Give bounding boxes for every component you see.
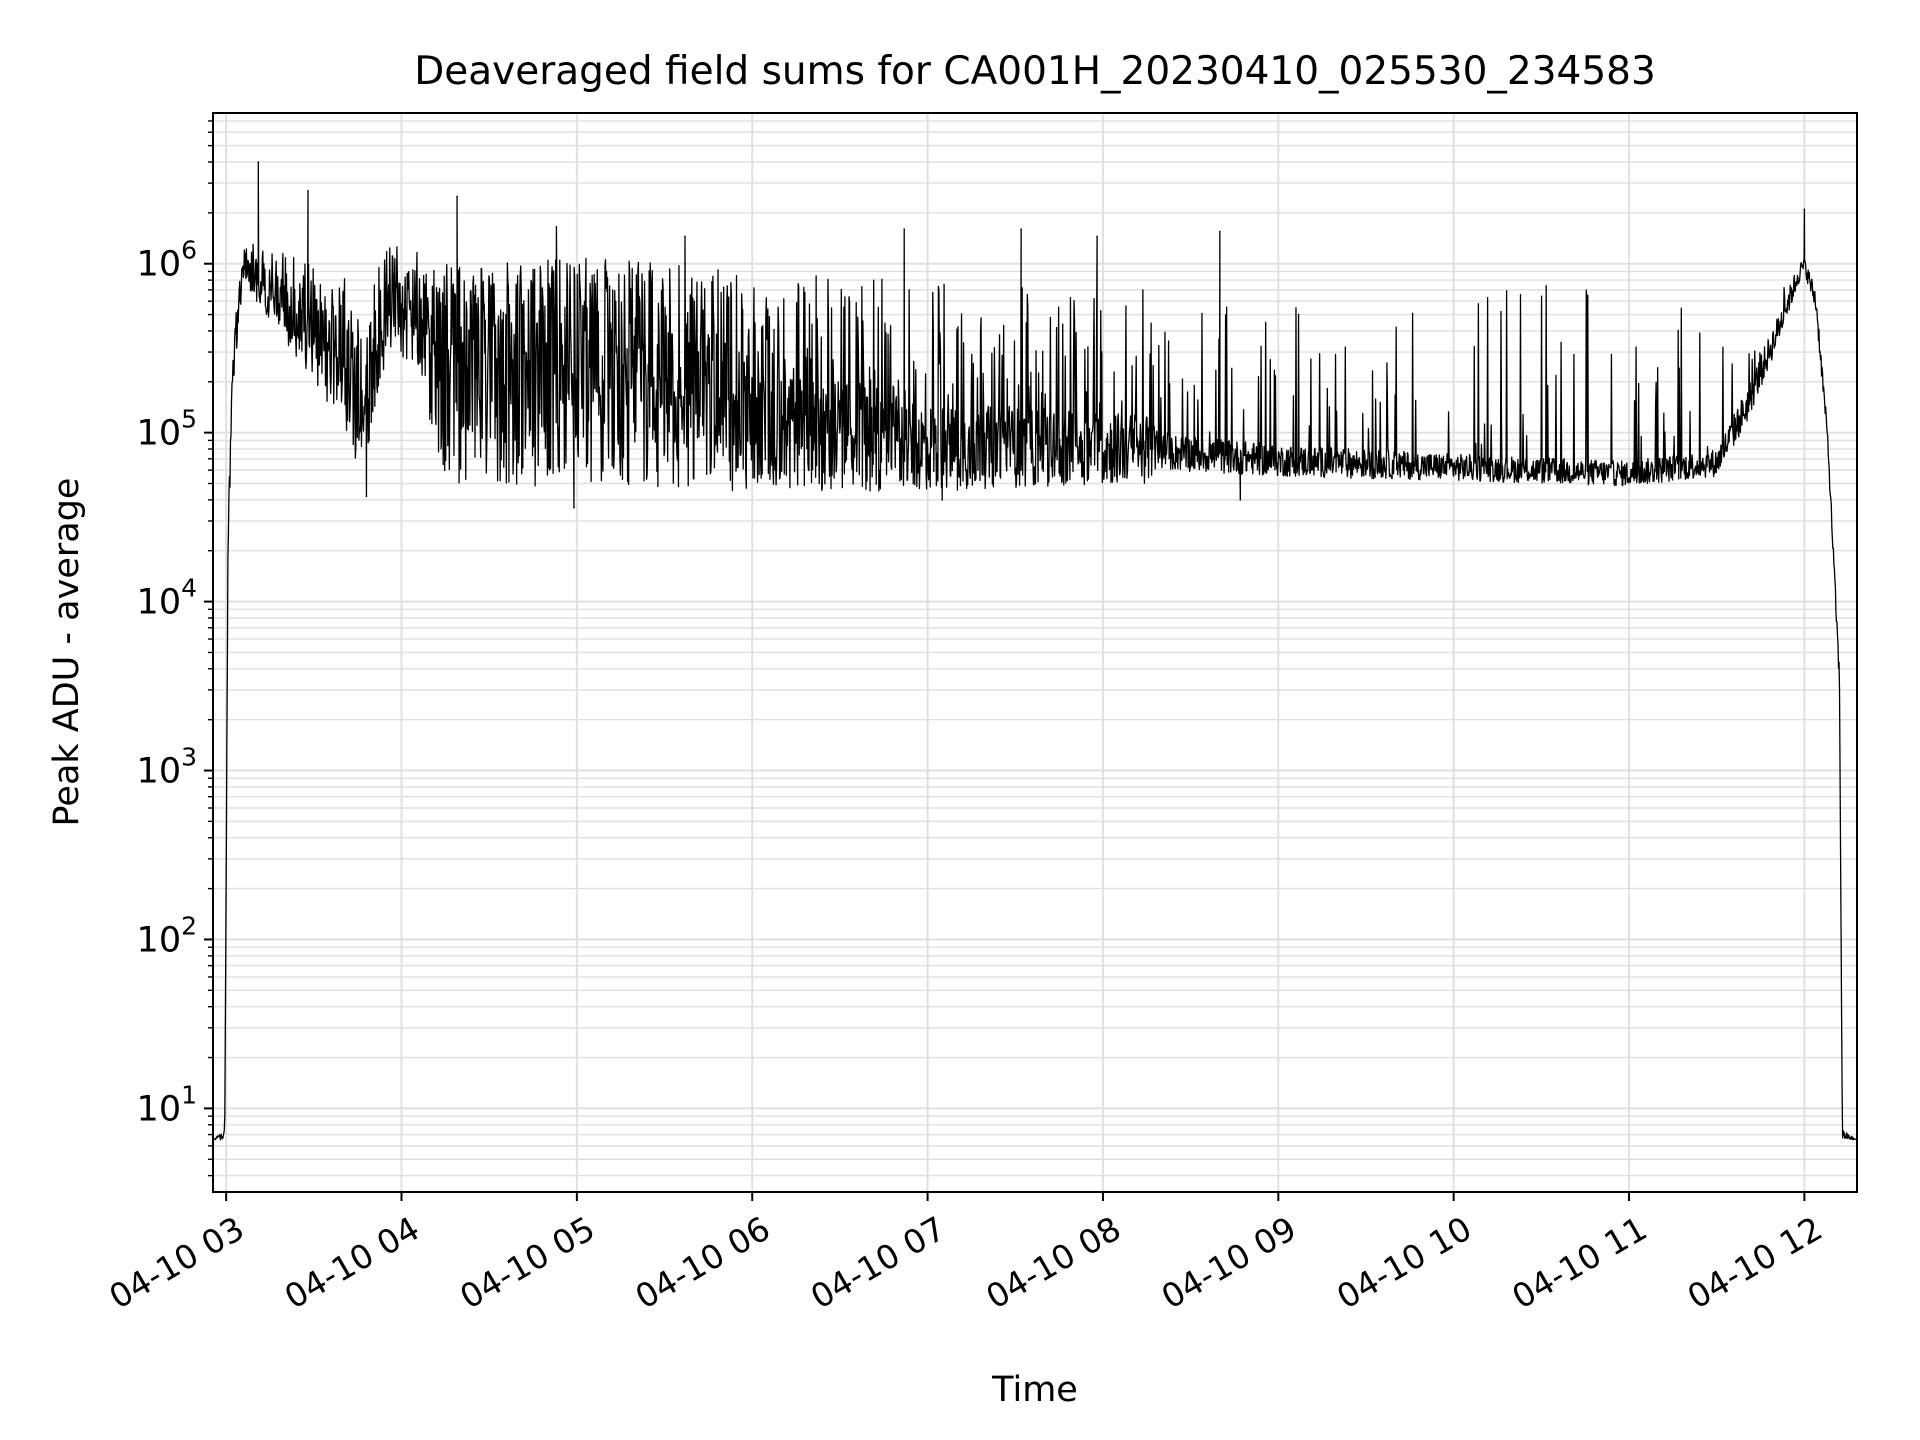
y-tick-label: 103 xyxy=(137,743,197,792)
y-tick-label: 102 xyxy=(137,911,197,960)
y-tick-label: 106 xyxy=(137,236,197,285)
peak-point xyxy=(1219,230,1221,233)
dip-point xyxy=(941,499,944,501)
y-tick-label: 101 xyxy=(137,1080,197,1129)
peak-point xyxy=(903,228,906,231)
peak-point xyxy=(555,226,558,228)
dip-point xyxy=(573,506,575,509)
y-tick-label: 104 xyxy=(137,574,197,623)
peak-point xyxy=(257,161,260,163)
y-axis: 101 102 103 104 105 106 xyxy=(137,120,213,1177)
peak-point xyxy=(456,195,458,198)
dip-point xyxy=(365,495,368,498)
peak-point xyxy=(1096,235,1098,238)
y-tick-label: 105 xyxy=(137,405,197,454)
peak-point xyxy=(1803,208,1806,211)
chart-title: Deaveraged field sums for CA001H_2023041… xyxy=(414,49,1656,94)
y-axis-label: Peak ADU - average xyxy=(47,478,87,827)
peak-point xyxy=(1020,228,1022,231)
dip-point xyxy=(1239,499,1242,501)
x-axis-label: Time xyxy=(991,1370,1078,1410)
major-grid xyxy=(213,113,1857,1192)
peak-point xyxy=(684,235,686,238)
peak-point xyxy=(307,190,309,192)
series-line xyxy=(213,161,1857,1141)
series-layer xyxy=(213,161,1857,1141)
